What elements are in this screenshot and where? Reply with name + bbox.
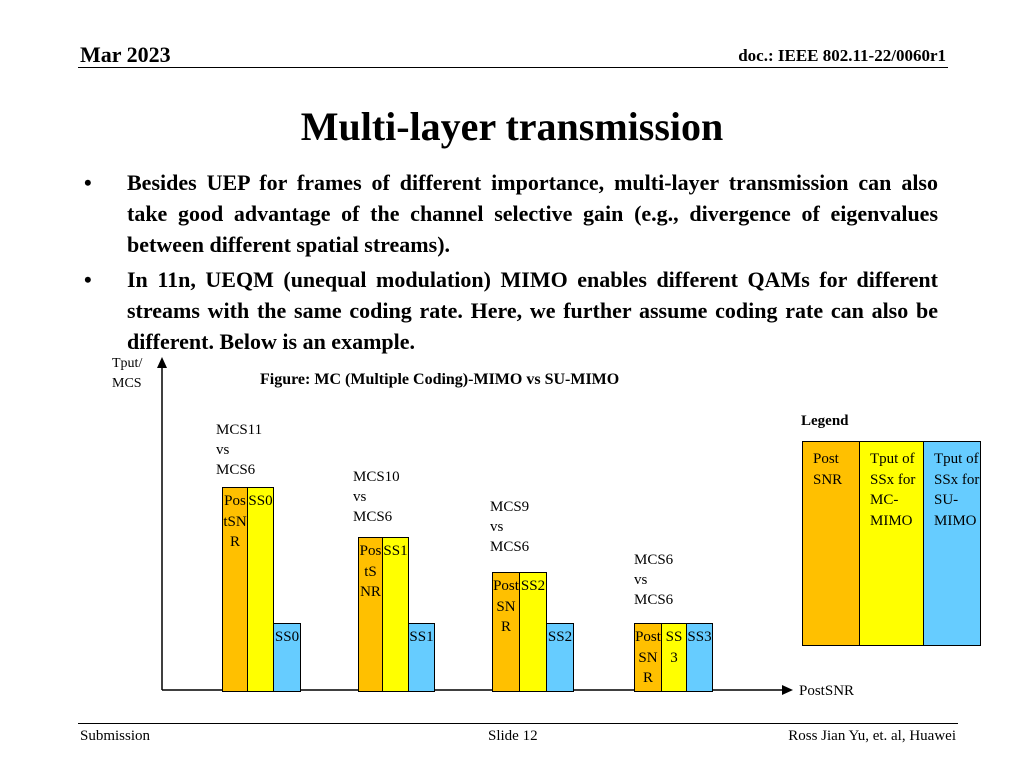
- x-axis-label: PostSNR: [799, 683, 855, 699]
- mc-mimo-throughput-bar: SS2: [519, 572, 547, 692]
- footer-submission: Submission: [80, 728, 151, 744]
- legend-item-mc-mimo: Tput of SSx for MC-MIMO: [859, 441, 924, 646]
- bullet-symbol: •: [84, 170, 92, 195]
- su-mimo-throughput-bar: SS0: [273, 623, 301, 692]
- bullet-text: In 11n, UEQM (unequal modulation) MIMO e…: [127, 267, 938, 354]
- footer-slide-number: Slide 12: [488, 728, 538, 744]
- slide-title: Multi-layer transmission: [300, 104, 724, 149]
- mcs-comparison-label: MCS6 vs MCS6: [634, 552, 674, 608]
- mc-mimo-throughput-bar: SS3: [661, 623, 687, 692]
- legend-item-su-mimo: Tput of SSx for SU-MIMO: [923, 441, 981, 646]
- header-doc-id: doc.: IEEE 802.11-22/0060r1: [738, 46, 946, 65]
- header-divider: [78, 67, 948, 68]
- y-axis-label: Tput/ MCS: [112, 356, 143, 391]
- legend-title: Legend: [801, 413, 849, 429]
- footer-authors: Ross Jian Yu, et. al, Huawei: [788, 728, 956, 744]
- mcs-comparison-label: MCS10 vs MCS6: [353, 469, 400, 525]
- legend-item-postsnr: Post SNR: [802, 441, 860, 646]
- mcs-comparison-label: MCS11 vs MCS6: [216, 422, 263, 478]
- mc-mimo-throughput-bar: SS0: [247, 487, 274, 692]
- bullet-item: • In 11n, UEQM (unequal modulation) MIMO…: [84, 264, 938, 357]
- x-axis-arrowhead: [782, 685, 793, 695]
- figure-caption: Figure: MC (Multiple Coding)-MIMO vs SU-…: [260, 371, 620, 388]
- su-mimo-throughput-bar: SS3: [686, 623, 713, 692]
- su-mimo-throughput-bar: SS1: [408, 623, 435, 692]
- footer-divider: [78, 723, 958, 724]
- postsnr-bar: PostSNR: [358, 537, 383, 692]
- mc-mimo-throughput-bar: SS1: [382, 537, 409, 692]
- header-date: Mar 2023: [80, 42, 171, 67]
- bullet-text: Besides UEP for frames of different impo…: [127, 170, 938, 257]
- mcs-comparison-label: MCS9 vs MCS6: [490, 499, 530, 555]
- postsnr-bar: PostSNR: [634, 623, 662, 692]
- su-mimo-throughput-bar: SS2: [546, 623, 574, 692]
- bullet-item: • Besides UEP for frames of different im…: [84, 167, 938, 260]
- bullet-symbol: •: [84, 267, 92, 292]
- postsnr-bar: PostSNR: [222, 487, 248, 692]
- postsnr-bar: PostSNR: [492, 572, 520, 692]
- y-axis-arrowhead: [157, 357, 167, 368]
